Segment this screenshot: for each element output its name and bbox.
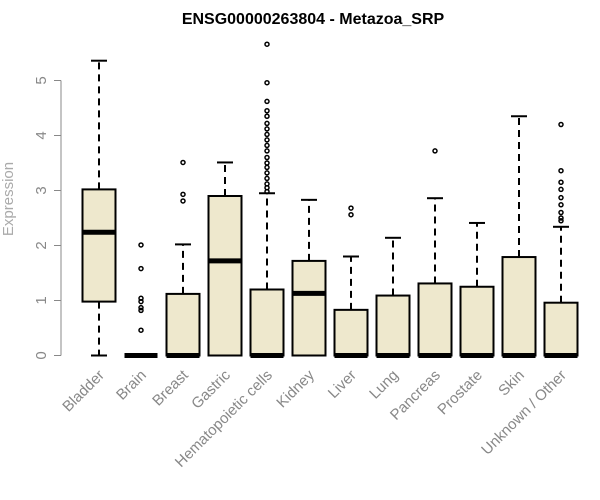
- outlier-point: [264, 175, 270, 182]
- outlier-point: [264, 148, 270, 154]
- box-rect: [81, 188, 117, 303]
- outlier-point: [264, 170, 270, 176]
- outlier-point: [264, 188, 270, 195]
- outlier-point: [264, 164, 270, 171]
- outlier-point: [558, 186, 564, 193]
- box-rect: [501, 256, 537, 357]
- y-tick-label: 0: [33, 351, 50, 359]
- outlier-point: [264, 98, 270, 105]
- outlier-point: [558, 209, 564, 216]
- box-group: [543, 121, 579, 358]
- box-group: [375, 236, 411, 358]
- x-tick-label: Lung: [366, 367, 402, 403]
- outlier-point: [180, 159, 186, 166]
- outlier-point: [264, 142, 270, 149]
- outlier-point: [264, 108, 270, 114]
- boxes-group: [81, 41, 579, 358]
- box-group: [81, 59, 117, 357]
- outlier-point: [264, 79, 270, 86]
- outlier-point: [264, 113, 270, 119]
- box-group: [291, 198, 327, 357]
- outlier-point: [180, 191, 186, 198]
- outlier-point: [432, 148, 438, 154]
- y-axis: 0 1 2 3 4 5: [33, 76, 62, 360]
- y-tick-label: 1: [33, 296, 50, 304]
- x-tick-label: Liver: [325, 367, 360, 402]
- y-tick-label: 5: [33, 76, 50, 84]
- outlier-point: [264, 126, 270, 132]
- outlier-point: [180, 198, 186, 204]
- box-rect: [207, 195, 243, 357]
- box-rect: [375, 294, 411, 357]
- outlier-point: [348, 205, 354, 211]
- outlier-point: [264, 41, 270, 47]
- outlier-point: [558, 215, 564, 221]
- y-tick-label: 4: [33, 131, 50, 139]
- box-group: [165, 159, 201, 358]
- box-rect: [417, 282, 453, 357]
- box-rect: [291, 259, 327, 357]
- outlier-point: [558, 179, 564, 185]
- outlier-point: [558, 121, 564, 128]
- box-group: [501, 115, 537, 358]
- outlier-point: [138, 304, 144, 311]
- x-tick-label: Bladder: [59, 367, 108, 416]
- outlier-point: [138, 327, 144, 333]
- box-group: [124, 242, 158, 358]
- outlier-point: [558, 218, 564, 224]
- outlier-point: [138, 242, 144, 248]
- outlier-point: [264, 154, 270, 161]
- x-tick-label: Prostate: [434, 367, 486, 419]
- box-rect: [249, 288, 285, 357]
- x-tick-label: Skin: [495, 367, 528, 400]
- y-tick-label: 3: [33, 186, 50, 194]
- box-group: [459, 221, 495, 358]
- outlier-point: [558, 202, 564, 208]
- chart-title: ENSG00000263804 - Metazoa_SRP: [182, 11, 445, 28]
- box-group: [249, 41, 285, 358]
- outlier-point: [138, 307, 144, 314]
- outlier-point: [138, 265, 144, 272]
- box-rect: [459, 285, 495, 357]
- x-tick-label: Kidney: [273, 366, 318, 411]
- box-group: [333, 205, 369, 358]
- outlier-point: [264, 137, 270, 143]
- box-rect: [165, 292, 201, 357]
- x-tick-label: Breast: [149, 366, 192, 409]
- box-group: [207, 161, 243, 357]
- outlier-point: [558, 167, 564, 174]
- y-tick-label: 2: [33, 241, 50, 249]
- x-tick-label: Brain: [113, 367, 150, 404]
- outlier-point: [138, 298, 144, 305]
- y-axis-label: Expression: [0, 162, 17, 236]
- outlier-point: [264, 131, 270, 138]
- outlier-point: [264, 120, 270, 127]
- outlier-point: [558, 194, 564, 201]
- box-rect: [543, 301, 579, 357]
- box-rect: [333, 308, 369, 357]
- box-group: [417, 148, 453, 358]
- outlier-point: [264, 160, 270, 166]
- outlier-point: [348, 211, 354, 218]
